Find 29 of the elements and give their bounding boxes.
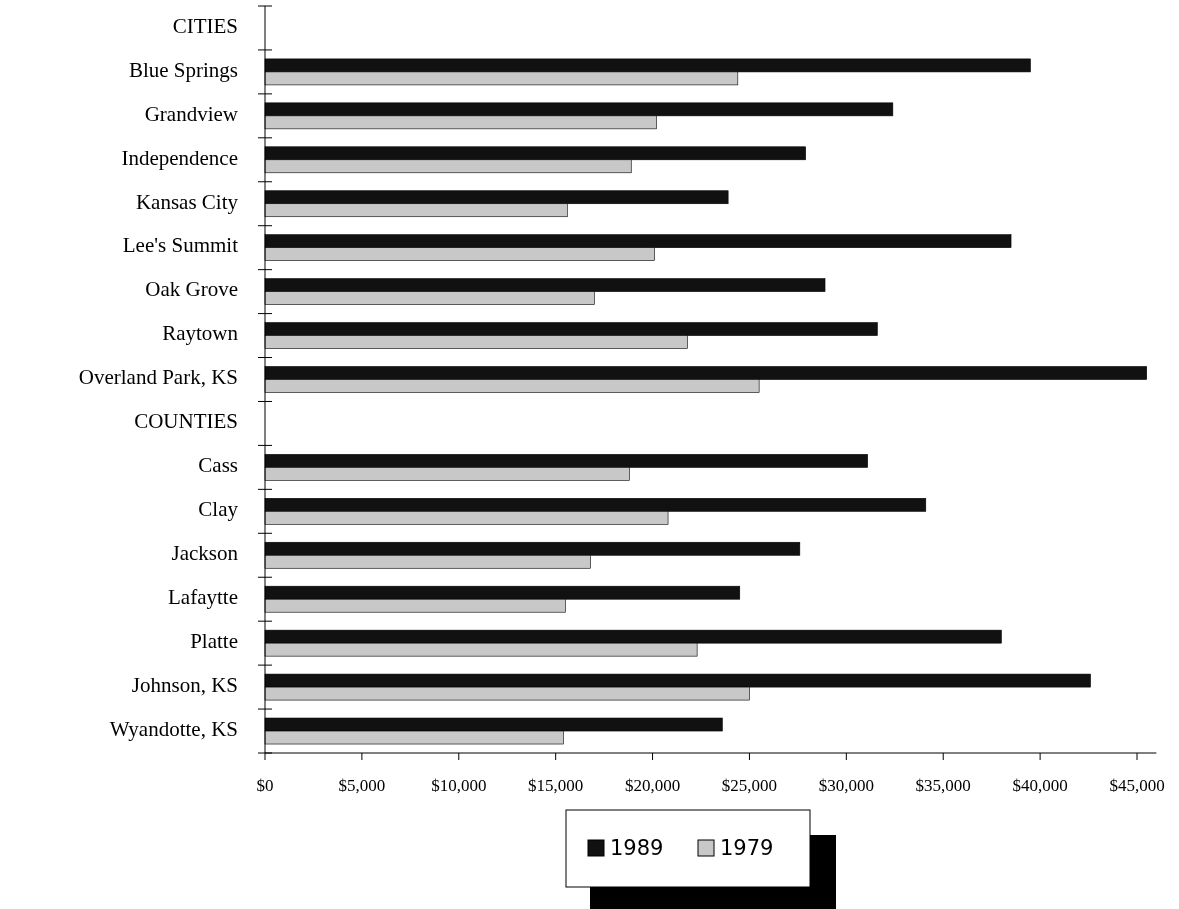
legend-label: 1979 xyxy=(720,836,774,860)
x-tick-label: $5,000 xyxy=(338,776,386,795)
x-tick-label: $25,000 xyxy=(721,776,778,795)
x-tick-label: $30,000 xyxy=(818,776,874,795)
x-tick-label: $40,000 xyxy=(1012,776,1068,795)
y-tick-label: Overland Park, KS xyxy=(78,365,238,390)
y-tick-label: Clay xyxy=(198,497,239,522)
y-tick-label: Jackson xyxy=(171,541,239,566)
y-tick-label: Kansas City xyxy=(135,189,239,214)
y-tick-label: Lafaytte xyxy=(168,585,238,610)
x-tick-label: $45,000 xyxy=(1109,776,1165,795)
y-tick-label: Lee's Summit xyxy=(122,233,239,258)
y-tick-label: Grandview xyxy=(144,101,239,126)
legend-label: 1989 xyxy=(610,836,664,860)
y-tick-label: Oak Grove xyxy=(145,277,238,302)
x-tick-label: $0 xyxy=(256,776,274,795)
x-tick-label: $20,000 xyxy=(624,776,681,795)
y-tick-label: COUNTIES xyxy=(134,409,238,434)
y-tick-label: Johnson, KS xyxy=(131,672,238,697)
x-tick-label: $10,000 xyxy=(431,776,487,795)
y-tick-label: Wyandotte, KS xyxy=(109,716,238,741)
y-tick-label: Raytown xyxy=(162,321,239,346)
y-tick-label: Blue Springs xyxy=(128,57,238,82)
x-tick-label: $15,000 xyxy=(528,776,584,795)
y-tick-label: Independence xyxy=(121,145,238,170)
y-tick-label: Cass xyxy=(198,453,238,478)
y-tick-label: Platte xyxy=(190,628,238,653)
x-tick-label: $35,000 xyxy=(915,776,971,795)
y-tick-label: CITIES xyxy=(172,13,238,38)
